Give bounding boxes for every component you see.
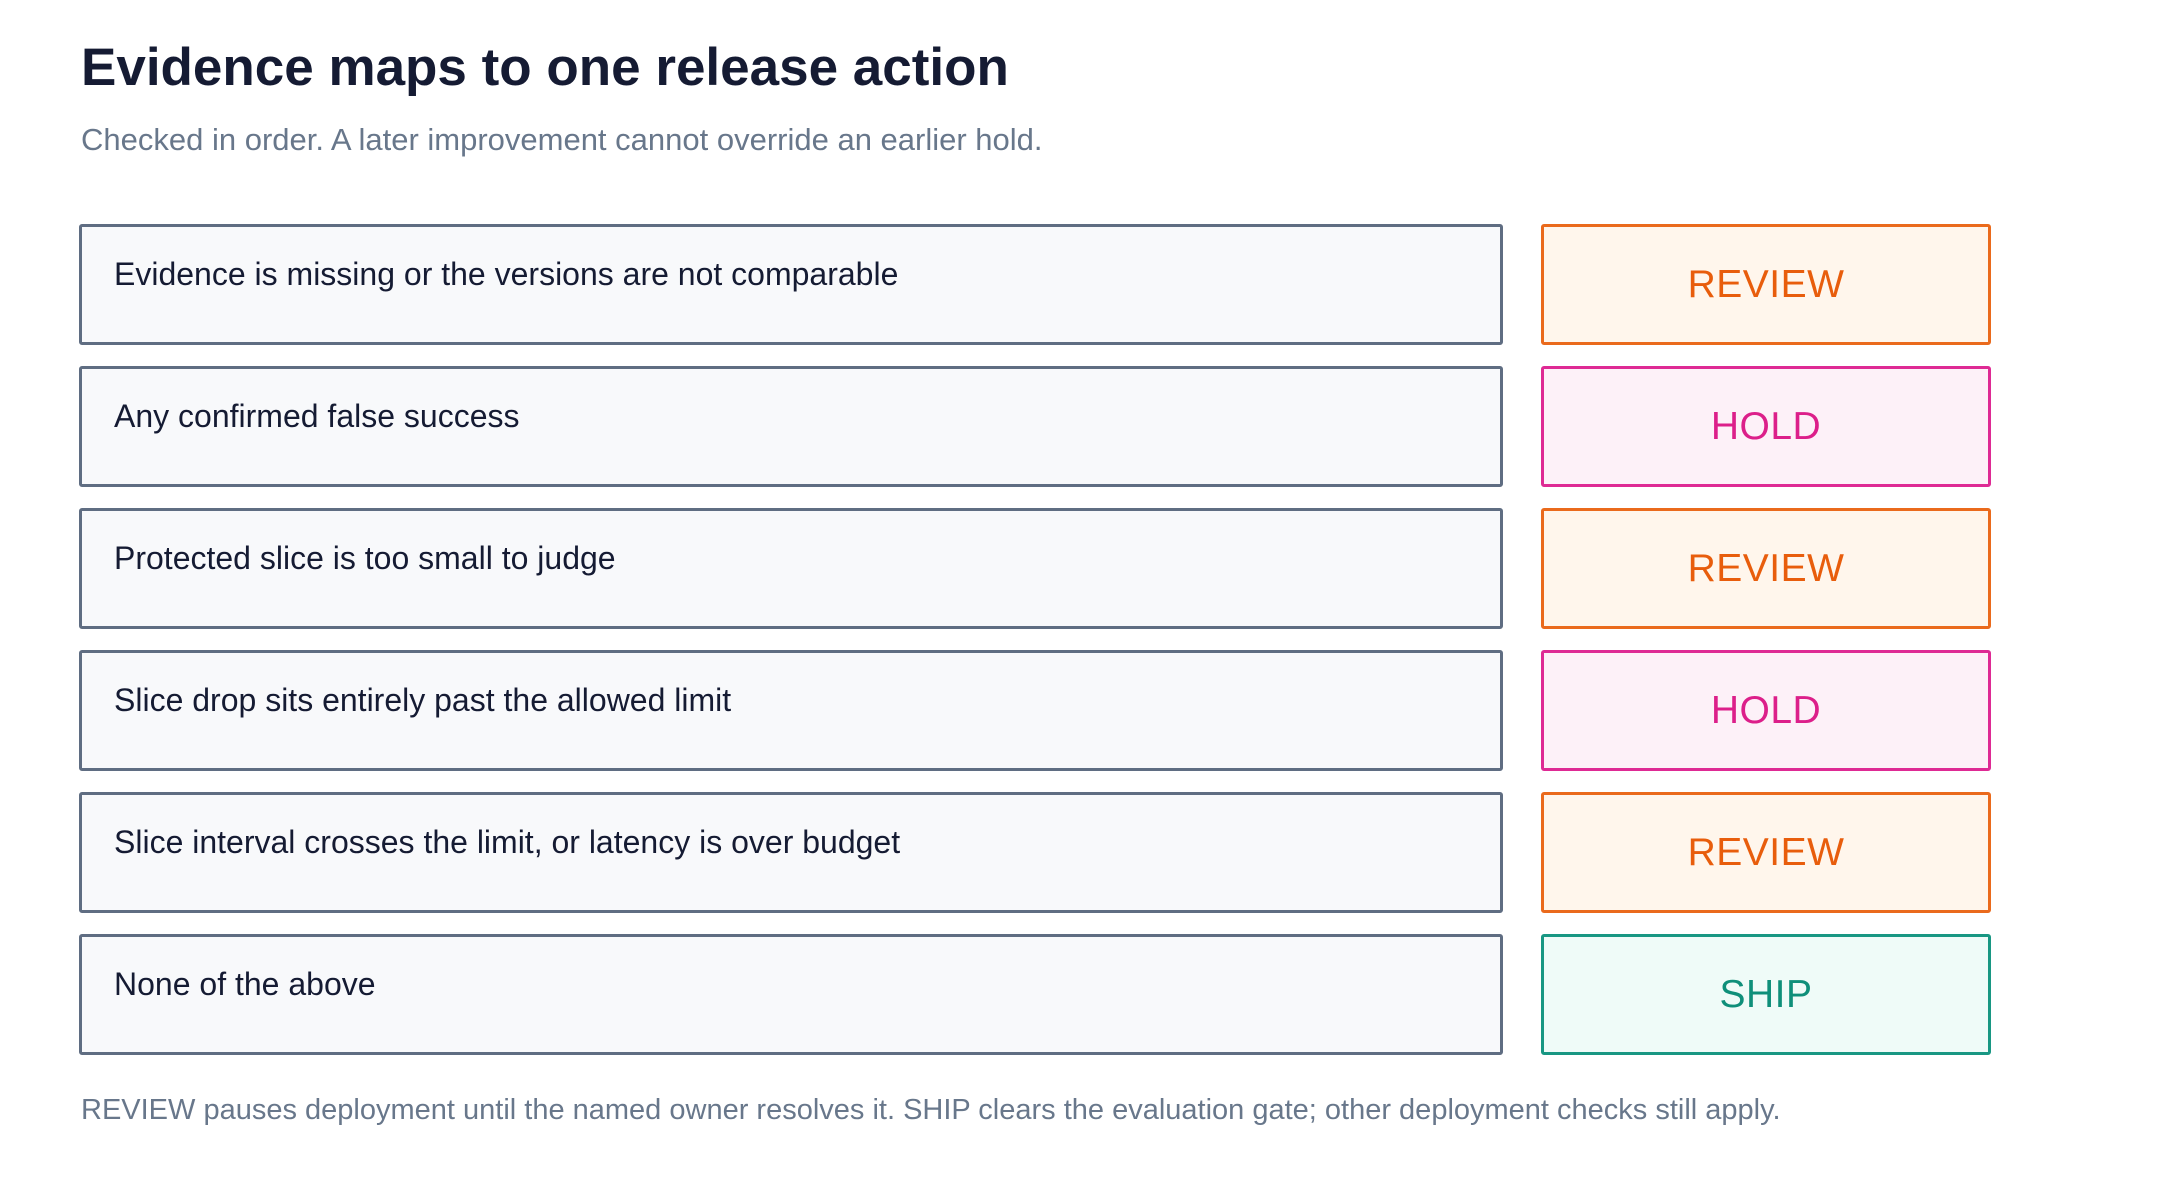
condition-box: Slice interval crosses the limit, or lat… <box>79 792 1503 913</box>
condition-box: Protected slice is too small to judge <box>79 508 1503 629</box>
action-label: SHIP <box>1719 972 1813 1016</box>
condition-box: None of the above <box>79 934 1503 1055</box>
page-title: Evidence maps to one release action <box>81 38 1009 97</box>
action-label: HOLD <box>1710 688 1822 732</box>
rule-row: None of the above SHIP <box>79 934 1991 1055</box>
rule-row: Protected slice is too small to judge RE… <box>79 508 1991 629</box>
condition-text: None of the above <box>114 966 376 1002</box>
action-label: REVIEW <box>1687 546 1845 590</box>
rule-row: Slice drop sits entirely past the allowe… <box>79 650 1991 771</box>
action-badge: HOLD <box>1541 650 1991 771</box>
action-label: REVIEW <box>1687 262 1845 306</box>
action-label: REVIEW <box>1687 830 1845 874</box>
rule-list: Evidence is missing or the versions are … <box>79 224 1991 1055</box>
condition-box: Any confirmed false success <box>79 366 1503 487</box>
footer-note: REVIEW pauses deployment until the named… <box>81 1094 1781 1126</box>
action-badge: HOLD <box>1541 366 1991 487</box>
rule-row: Any confirmed false success HOLD <box>79 366 1991 487</box>
page-subtitle: Checked in order. A later improvement ca… <box>81 122 1043 157</box>
condition-text: Slice drop sits entirely past the allowe… <box>114 682 732 718</box>
condition-text: Slice interval crosses the limit, or lat… <box>114 824 901 860</box>
condition-box: Evidence is missing or the versions are … <box>79 224 1503 345</box>
condition-text: Any confirmed false success <box>114 398 520 434</box>
rule-row: Slice interval crosses the limit, or lat… <box>79 792 1991 913</box>
action-badge: REVIEW <box>1541 224 1991 345</box>
condition-text: Evidence is missing or the versions are … <box>114 256 899 292</box>
rule-row: Evidence is missing or the versions are … <box>79 224 1991 345</box>
action-label: HOLD <box>1710 404 1822 448</box>
action-badge: REVIEW <box>1541 792 1991 913</box>
action-badge: SHIP <box>1541 934 1991 1055</box>
condition-box: Slice drop sits entirely past the allowe… <box>79 650 1503 771</box>
action-badge: REVIEW <box>1541 508 1991 629</box>
condition-text: Protected slice is too small to judge <box>114 540 616 576</box>
